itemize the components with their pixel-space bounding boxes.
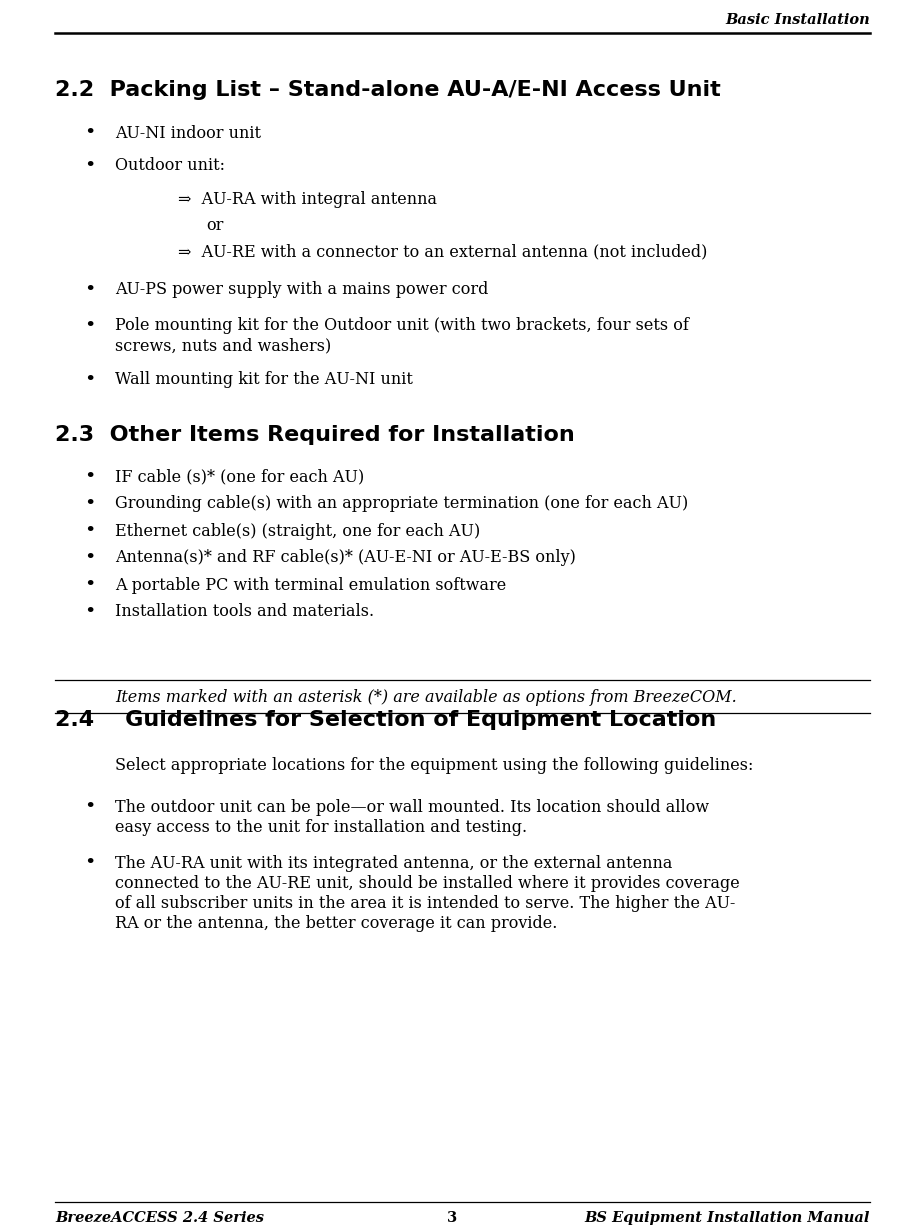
Text: IF cable (s)* (one for each AU): IF cable (s)* (one for each AU) <box>115 468 364 485</box>
Text: A portable PC with terminal emulation software: A portable PC with terminal emulation so… <box>115 577 506 594</box>
Text: ⇒  AU-RE with a connector to an external antenna (not included): ⇒ AU-RE with a connector to an external … <box>178 244 706 260</box>
Text: 2.2  Packing List – Stand-alone AU-A/E-NI Access Unit: 2.2 Packing List – Stand-alone AU-A/E-NI… <box>55 80 720 100</box>
Text: Grounding cable(s) with an appropriate termination (one for each AU): Grounding cable(s) with an appropriate t… <box>115 495 687 513</box>
Text: •: • <box>84 281 96 299</box>
Text: BS Equipment Installation Manual: BS Equipment Installation Manual <box>584 1211 869 1225</box>
Text: BreezeACCESS 2.4 Series: BreezeACCESS 2.4 Series <box>55 1211 264 1225</box>
Text: •: • <box>84 468 96 485</box>
Text: •: • <box>84 577 96 594</box>
Text: RA or the antenna, the better coverage it can provide.: RA or the antenna, the better coverage i… <box>115 914 557 931</box>
Text: Ethernet cable(s) (straight, one for each AU): Ethernet cable(s) (straight, one for eac… <box>115 522 479 540</box>
Text: •: • <box>84 495 96 513</box>
Text: or: or <box>206 218 223 234</box>
Text: connected to the AU-RE unit, should be installed where it provides coverage: connected to the AU-RE unit, should be i… <box>115 875 739 892</box>
Text: Select appropriate locations for the equipment using the following guidelines:: Select appropriate locations for the equ… <box>115 756 752 774</box>
Text: •: • <box>84 156 96 175</box>
Text: •: • <box>84 798 96 816</box>
Text: •: • <box>84 317 96 335</box>
Text: of all subscriber units in the area it is intended to serve. The higher the AU-: of all subscriber units in the area it i… <box>115 894 734 912</box>
Text: screws, nuts and washers): screws, nuts and washers) <box>115 338 330 355</box>
Text: AU-PS power supply with a mains power cord: AU-PS power supply with a mains power co… <box>115 281 488 298</box>
Text: 3: 3 <box>446 1211 457 1225</box>
Text: 2.3  Other Items Required for Installation: 2.3 Other Items Required for Installatio… <box>55 425 574 445</box>
Text: Antenna(s)* and RF cable(s)* (AU-E-NI or AU-E-BS only): Antenna(s)* and RF cable(s)* (AU-E-NI or… <box>115 549 575 567</box>
Text: •: • <box>84 602 96 621</box>
Text: Basic Installation: Basic Installation <box>724 14 869 27</box>
Text: easy access to the unit for installation and testing.: easy access to the unit for installation… <box>115 818 526 835</box>
Text: Pole mounting kit for the Outdoor unit (with two brackets, four sets of: Pole mounting kit for the Outdoor unit (… <box>115 318 688 335</box>
Text: •: • <box>84 522 96 540</box>
Text: AU-NI indoor unit: AU-NI indoor unit <box>115 124 261 142</box>
Text: ⇒  AU-RA with integral antenna: ⇒ AU-RA with integral antenna <box>178 191 436 208</box>
Text: •: • <box>84 124 96 142</box>
Text: Installation tools and materials.: Installation tools and materials. <box>115 604 374 621</box>
Text: •: • <box>84 371 96 389</box>
Text: The outdoor unit can be pole—or wall mounted. Its location should allow: The outdoor unit can be pole—or wall mou… <box>115 798 708 816</box>
Text: •: • <box>84 854 96 872</box>
Text: The AU-RA unit with its integrated antenna, or the external antenna: The AU-RA unit with its integrated anten… <box>115 855 672 871</box>
Text: •: • <box>84 549 96 567</box>
Text: Wall mounting kit for the AU-NI unit: Wall mounting kit for the AU-NI unit <box>115 372 413 388</box>
Text: 2.4    Guidelines for Selection of Equipment Location: 2.4 Guidelines for Selection of Equipmen… <box>55 710 715 731</box>
Text: Items marked with an asterisk (*) are available as options from BreezeCOM.: Items marked with an asterisk (*) are av… <box>115 690 736 706</box>
Text: Outdoor unit:: Outdoor unit: <box>115 158 225 175</box>
